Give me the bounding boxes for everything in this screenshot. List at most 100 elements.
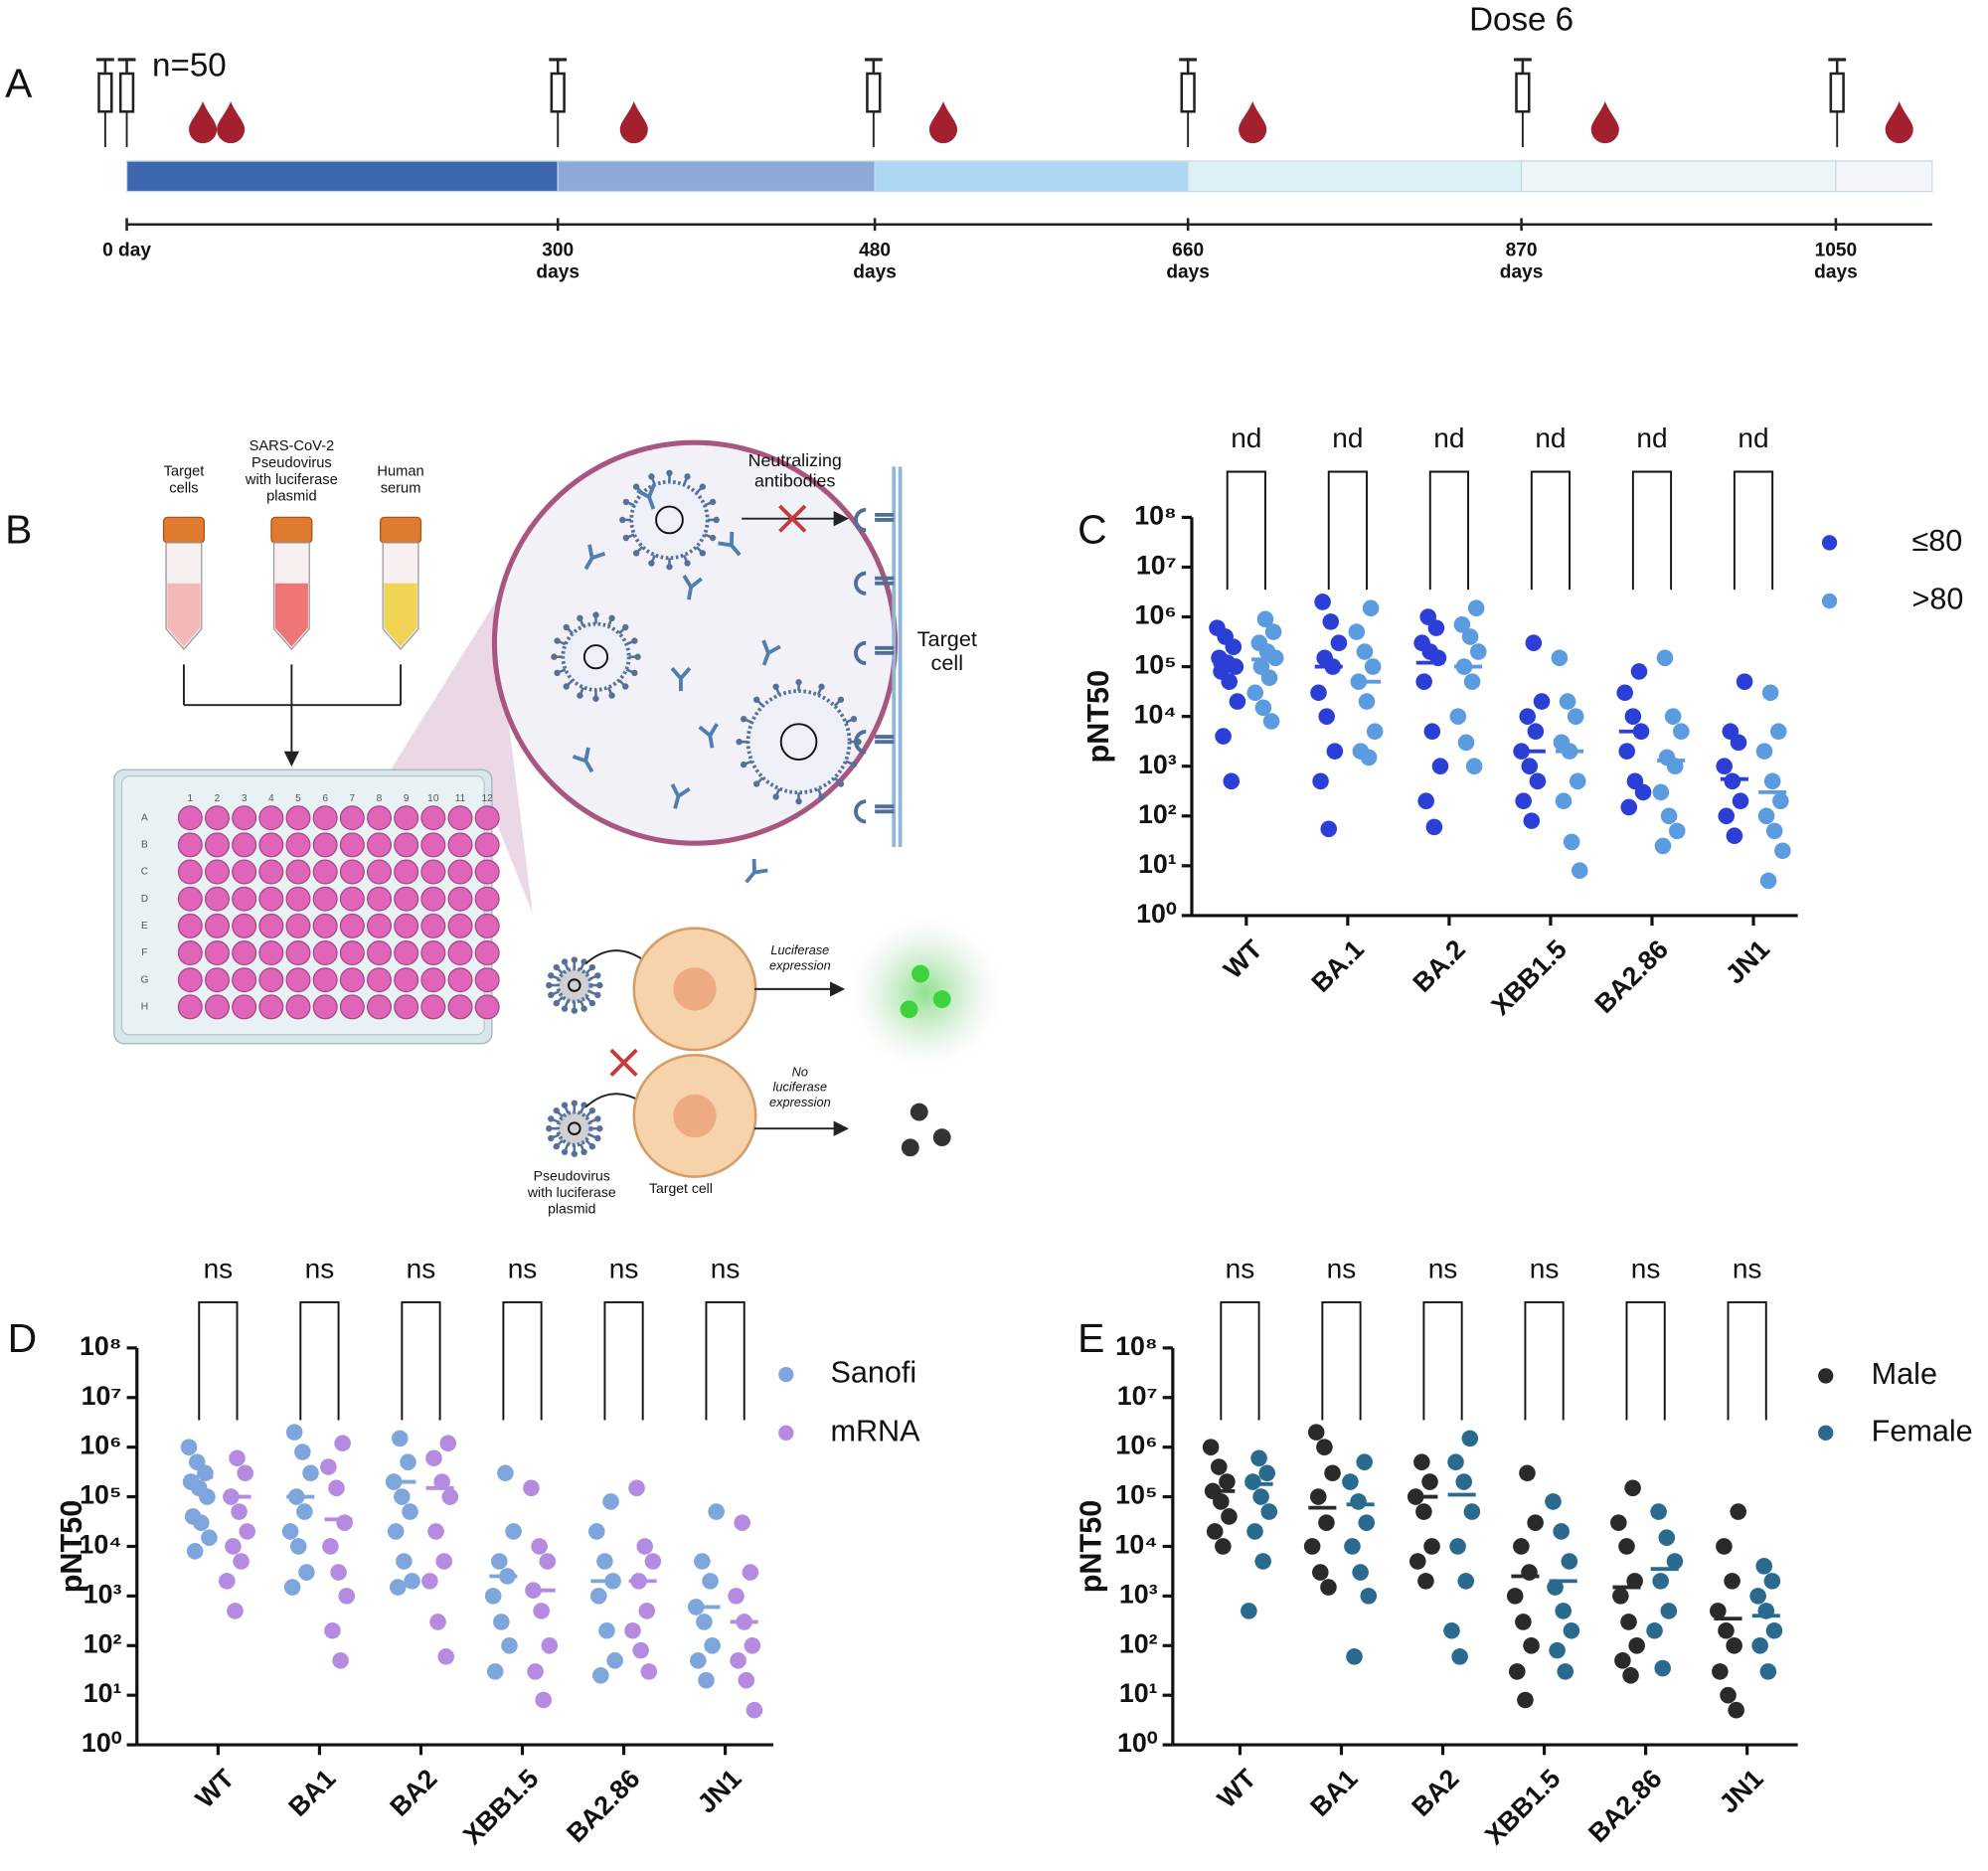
spike-head bbox=[548, 972, 555, 979]
point bbox=[708, 1503, 725, 1520]
point bbox=[1634, 783, 1652, 801]
spike-head bbox=[553, 963, 560, 971]
well bbox=[258, 859, 284, 885]
well bbox=[339, 859, 365, 885]
timeline-segment bbox=[1187, 160, 1523, 193]
point bbox=[1330, 634, 1348, 651]
blood-drop bbox=[189, 101, 218, 144]
y-tick-label: 10⁰ bbox=[1117, 1728, 1158, 1758]
label: B bbox=[5, 506, 32, 552]
point bbox=[1508, 1663, 1526, 1680]
well bbox=[420, 886, 446, 912]
significance-bracket bbox=[1428, 470, 1469, 591]
point bbox=[690, 1652, 707, 1669]
well bbox=[258, 886, 284, 912]
point bbox=[702, 1573, 719, 1590]
point bbox=[400, 1453, 416, 1470]
point bbox=[1320, 1579, 1337, 1596]
well bbox=[312, 913, 338, 938]
point bbox=[1533, 693, 1551, 710]
nucleus bbox=[673, 1094, 717, 1138]
point bbox=[1561, 1553, 1578, 1570]
point bbox=[392, 1430, 409, 1447]
well bbox=[258, 913, 284, 938]
point bbox=[1254, 699, 1272, 717]
well bbox=[285, 859, 311, 885]
point bbox=[523, 1479, 540, 1497]
point bbox=[1225, 638, 1242, 655]
spike-head bbox=[632, 483, 640, 490]
point bbox=[1221, 673, 1239, 690]
significance-bracket bbox=[299, 1300, 340, 1421]
significance-bracket bbox=[1524, 1300, 1565, 1421]
point bbox=[1264, 623, 1282, 640]
y-tick-label: 10⁴ bbox=[1115, 1530, 1158, 1560]
spike-head bbox=[709, 498, 717, 506]
spike-head bbox=[594, 972, 601, 979]
point bbox=[535, 1691, 552, 1709]
well bbox=[447, 805, 473, 831]
well bbox=[367, 940, 393, 966]
point bbox=[396, 1553, 413, 1570]
point bbox=[1219, 1473, 1236, 1490]
spike-head bbox=[713, 516, 720, 524]
well bbox=[394, 967, 419, 993]
significance-label: ns bbox=[609, 1253, 639, 1283]
spike-head bbox=[580, 1148, 587, 1155]
point bbox=[628, 1479, 645, 1497]
spike-head bbox=[622, 683, 629, 690]
point bbox=[730, 1652, 746, 1669]
point bbox=[1521, 758, 1539, 775]
spike-head bbox=[588, 963, 596, 971]
point bbox=[1360, 749, 1378, 766]
x-tick-label: WT bbox=[1212, 1763, 1262, 1813]
point bbox=[1660, 1603, 1678, 1619]
point bbox=[1523, 1636, 1540, 1654]
genome bbox=[568, 978, 581, 992]
label: expression bbox=[769, 957, 831, 972]
label: expression bbox=[769, 1095, 831, 1109]
genome bbox=[779, 723, 818, 761]
y-tick-label: 10³ bbox=[1138, 750, 1177, 779]
point bbox=[1318, 708, 1335, 725]
significance-label: nd bbox=[1636, 423, 1667, 453]
genome bbox=[568, 1121, 581, 1135]
antibody bbox=[636, 483, 656, 510]
point bbox=[298, 1564, 315, 1581]
point bbox=[338, 1588, 356, 1605]
label: days bbox=[536, 261, 580, 282]
label: with luciferase bbox=[245, 472, 338, 488]
point bbox=[231, 1503, 248, 1520]
y-tick-label: 10⁸ bbox=[1115, 1331, 1157, 1361]
label: 480 bbox=[859, 241, 891, 261]
point bbox=[219, 1573, 236, 1590]
point bbox=[1427, 619, 1445, 636]
significance-bracket bbox=[1422, 1300, 1463, 1421]
syringe bbox=[1828, 58, 1847, 147]
well bbox=[312, 994, 338, 1020]
label: cells bbox=[169, 480, 198, 496]
significance-bracket bbox=[198, 1300, 239, 1421]
point bbox=[1553, 1523, 1570, 1540]
spike-head bbox=[592, 611, 599, 618]
point bbox=[1765, 1621, 1783, 1639]
point bbox=[1348, 623, 1366, 640]
point bbox=[227, 1603, 244, 1619]
antibody bbox=[718, 531, 742, 557]
label: days bbox=[1500, 261, 1544, 282]
label: G bbox=[140, 974, 148, 985]
point bbox=[421, 1573, 438, 1590]
point bbox=[744, 1636, 761, 1654]
point bbox=[1549, 1641, 1566, 1659]
well bbox=[394, 859, 419, 885]
point bbox=[1545, 1493, 1562, 1510]
legend-marker bbox=[778, 1425, 794, 1441]
well bbox=[420, 994, 446, 1020]
point bbox=[704, 1636, 721, 1654]
spike-head bbox=[548, 991, 555, 999]
syringe bbox=[864, 58, 883, 147]
well bbox=[232, 913, 257, 938]
point bbox=[606, 1652, 623, 1669]
spike-head bbox=[632, 550, 640, 557]
label: Target bbox=[917, 626, 977, 651]
